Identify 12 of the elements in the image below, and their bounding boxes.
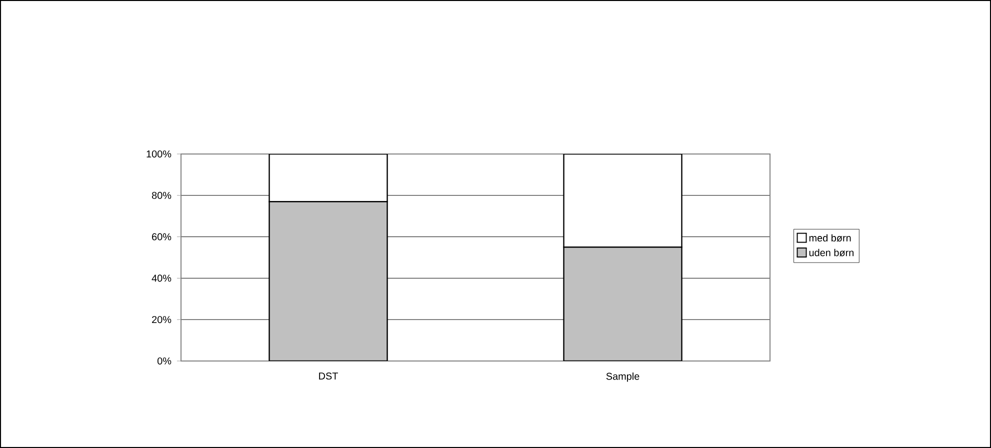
y-tick-label: 80% bbox=[152, 192, 172, 199]
y-tick-label: 20% bbox=[152, 316, 172, 324]
y-tick-label: 0% bbox=[157, 357, 172, 365]
text: med børn bbox=[809, 234, 851, 242]
x-tick-label: DST bbox=[319, 372, 338, 380]
y-tick-label: 100% bbox=[146, 150, 172, 158]
y-tick-label: 60% bbox=[152, 233, 172, 240]
bar bbox=[268, 200, 388, 361]
bar bbox=[563, 246, 682, 361]
legend-label: uden børn bbox=[809, 248, 854, 256]
y-tick-label: 40% bbox=[152, 274, 172, 282]
x-tick-label: Sample bbox=[606, 372, 640, 382]
